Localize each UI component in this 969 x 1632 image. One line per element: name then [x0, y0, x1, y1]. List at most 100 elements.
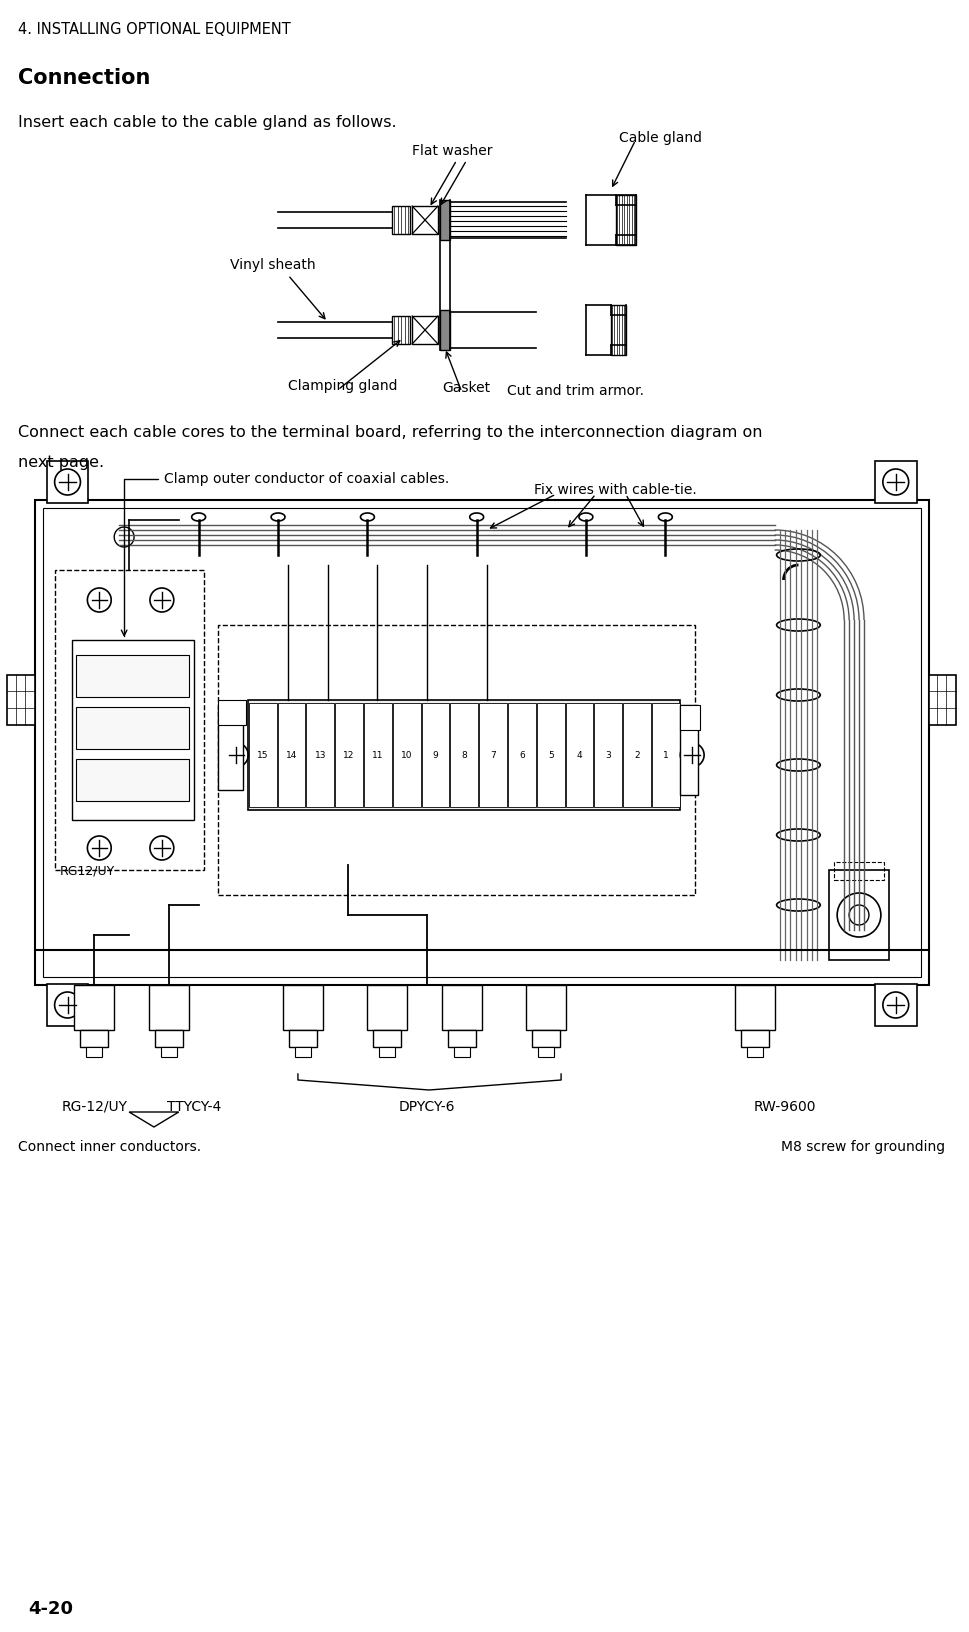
Bar	[306, 703, 334, 806]
Bar	[155, 1030, 182, 1048]
Bar	[440, 310, 450, 349]
Bar	[874, 984, 916, 1027]
Bar	[536, 703, 564, 806]
Text: 4: 4	[576, 751, 581, 759]
Text: Connect inner conductors.: Connect inner conductors.	[17, 1141, 201, 1154]
Text: Cut and trim armor.: Cut and trim armor.	[507, 384, 643, 398]
Bar	[379, 1048, 394, 1058]
Bar	[75, 986, 114, 1030]
Bar	[440, 201, 450, 240]
Bar	[833, 862, 883, 880]
Text: Insert each cable to the cable gland as follows.: Insert each cable to the cable gland as …	[17, 114, 396, 131]
Bar	[508, 703, 535, 806]
Bar	[248, 703, 276, 806]
Bar	[335, 703, 362, 806]
Bar	[7, 676, 35, 725]
Bar	[532, 1030, 559, 1048]
Bar	[610, 305, 625, 356]
Text: Gasket: Gasket	[442, 380, 490, 395]
Text: TTYCY-4: TTYCY-4	[167, 1100, 221, 1115]
Bar	[874, 460, 916, 503]
Bar	[526, 986, 566, 1030]
Bar	[248, 700, 679, 809]
Bar	[735, 986, 774, 1030]
Bar	[479, 703, 507, 806]
Bar	[448, 1030, 475, 1048]
Text: 3: 3	[605, 751, 610, 759]
Text: Fix wires with cable-tie.: Fix wires with cable-tie.	[534, 483, 697, 498]
Text: 2: 2	[634, 751, 640, 759]
Bar	[594, 703, 621, 806]
Bar	[679, 705, 698, 795]
Bar	[828, 870, 888, 960]
Bar	[277, 703, 305, 806]
Text: 4. INSTALLING OPTIONAL EQUIPMENT: 4. INSTALLING OPTIONAL EQUIPMENT	[17, 21, 291, 38]
Bar	[679, 705, 700, 730]
Text: Flat washer: Flat washer	[411, 144, 491, 158]
Bar	[422, 703, 449, 806]
Bar	[72, 640, 194, 819]
Bar	[35, 499, 927, 986]
Text: Cable gland: Cable gland	[618, 131, 702, 145]
Bar	[565, 703, 593, 806]
Bar	[54, 570, 203, 870]
Text: 5: 5	[547, 751, 553, 759]
Text: Clamp outer conductor of coaxial cables.: Clamp outer conductor of coaxial cables.	[121, 472, 449, 636]
Bar	[450, 703, 478, 806]
Bar	[412, 317, 437, 344]
Bar	[363, 703, 391, 806]
Text: M8 screw for grounding: M8 screw for grounding	[780, 1141, 945, 1154]
Text: DPYCY-6: DPYCY-6	[398, 1100, 454, 1115]
Text: RG12/UY: RG12/UY	[59, 865, 114, 878]
Bar	[412, 206, 437, 233]
Bar	[442, 986, 482, 1030]
Bar	[218, 625, 695, 894]
Text: RG-12/UY: RG-12/UY	[61, 1100, 127, 1115]
Bar	[746, 1048, 762, 1058]
Text: next page.: next page.	[17, 455, 104, 470]
Bar	[77, 654, 189, 697]
Bar	[283, 986, 323, 1030]
Bar	[927, 676, 955, 725]
Bar	[218, 705, 243, 790]
Text: 15: 15	[257, 751, 268, 759]
Bar	[289, 1030, 317, 1048]
Text: 8: 8	[461, 751, 467, 759]
Text: 4-20: 4-20	[28, 1599, 73, 1617]
Bar	[391, 206, 410, 233]
Bar	[392, 703, 421, 806]
Text: 6: 6	[518, 751, 524, 759]
Text: 12: 12	[343, 751, 355, 759]
Bar	[367, 986, 407, 1030]
Bar	[391, 317, 410, 344]
Bar	[651, 703, 679, 806]
Text: Clamping gland: Clamping gland	[288, 379, 397, 393]
Text: 7: 7	[489, 751, 495, 759]
Text: 9: 9	[432, 751, 438, 759]
Bar	[295, 1048, 310, 1058]
Text: RW-9600: RW-9600	[753, 1100, 815, 1115]
Text: 14: 14	[286, 751, 297, 759]
Bar	[149, 986, 189, 1030]
Bar	[740, 1030, 767, 1048]
Bar	[622, 703, 650, 806]
Bar	[47, 460, 88, 503]
Text: Vinyl sheath: Vinyl sheath	[230, 258, 316, 273]
Bar	[373, 1030, 401, 1048]
Bar	[538, 1048, 553, 1058]
Text: Connect each cable cores to the terminal board, referring to the interconnection: Connect each cable cores to the terminal…	[17, 424, 762, 441]
Text: 11: 11	[372, 751, 383, 759]
Bar	[77, 707, 189, 749]
Bar	[77, 759, 189, 801]
Bar	[161, 1048, 176, 1058]
Bar	[43, 508, 920, 978]
Text: 13: 13	[314, 751, 326, 759]
Bar	[47, 984, 88, 1027]
Bar	[218, 700, 246, 725]
Text: 1: 1	[662, 751, 668, 759]
Bar	[86, 1048, 102, 1058]
Bar	[80, 1030, 109, 1048]
Bar	[615, 194, 635, 245]
Bar	[453, 1048, 469, 1058]
Text: Connection: Connection	[17, 69, 150, 88]
